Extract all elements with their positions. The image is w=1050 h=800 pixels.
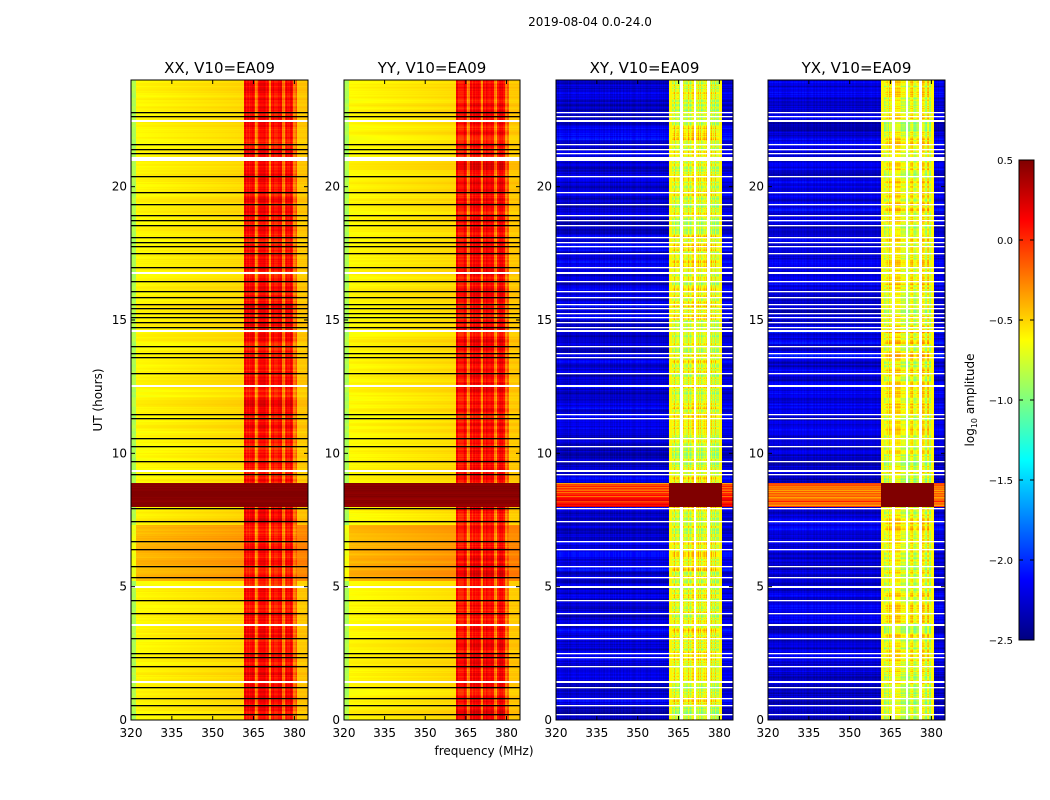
x-tick-label: 335 [797,726,820,740]
panel-frame [343,79,521,721]
x-tick-label: 380 [708,726,731,740]
x-tick-label: 350 [201,726,224,740]
x-tick-label: 365 [667,726,690,740]
panel-frame [767,79,946,721]
y-tick-label: 10 [537,446,552,460]
panel-frame [555,79,734,721]
x-tick-label: 335 [373,726,396,740]
colorbar-tick-label: −2.5 [989,636,1013,647]
y-tick-label: 15 [537,313,552,327]
x-tick-label: 365 [242,726,265,740]
colorbar-tick-label: −2.0 [989,556,1013,567]
y-tick-label: 5 [119,580,127,594]
panel-title: XX, V10=EA09 [164,59,275,77]
panel-title: XY, V10=EA09 [590,59,700,77]
heatmap-yy [344,80,520,720]
y-tick-label: 0 [756,713,764,727]
colorbar-tick-label: −1.0 [989,396,1013,407]
y-tick-label: 5 [332,580,340,594]
x-tick-label: 320 [120,726,143,740]
x-tick-label: 380 [283,726,306,740]
colorbar-gradient [1019,160,1034,640]
x-tick-label: 365 [879,726,902,740]
x-tick-label: 380 [920,726,943,740]
y-tick-label: 10 [325,446,340,460]
x-tick-label: 365 [454,726,477,740]
x-tick-label: 380 [495,726,518,740]
y-tick-label: 20 [537,180,552,194]
x-axis-label: frequency (MHz) [434,744,533,758]
y-tick-label: 15 [112,313,127,327]
y-tick-label: 10 [749,446,764,460]
y-tick-label: 0 [119,713,127,727]
x-tick-label: 335 [585,726,608,740]
y-tick-label: 5 [756,580,764,594]
panel-title: YX, V10=EA09 [801,59,912,77]
x-tick-label: 350 [626,726,649,740]
y-tick-label: 20 [749,180,764,194]
panel-frame [130,79,309,721]
x-tick-label: 320 [333,726,356,740]
x-tick-label: 320 [545,726,568,740]
colorbar-tick-label: −1.5 [989,476,1013,487]
y-tick-label: 5 [544,580,552,594]
colorbar-tick-label: −0.5 [989,316,1013,327]
x-tick-label: 350 [838,726,861,740]
figure-title: 2019-08-04 0.0-24.0 [528,15,652,29]
y-axis-label: UT (hours) [91,368,105,431]
x-tick-label: 335 [160,726,183,740]
y-tick-label: 15 [749,313,764,327]
colorbar-label: log10 amplitude [963,354,979,447]
y-tick-label: 15 [325,313,340,327]
heatmap-yx [768,80,945,720]
y-tick-label: 20 [325,180,340,194]
panel-title: YY, V10=EA09 [377,59,487,77]
heatmap-xy [556,80,733,720]
heatmap-xx [131,80,308,720]
x-tick-label: 350 [414,726,437,740]
y-tick-label: 0 [544,713,552,727]
colorbar-tick-label: 0.5 [997,156,1013,167]
y-tick-label: 10 [112,446,127,460]
y-tick-label: 0 [332,713,340,727]
y-tick-label: 20 [112,180,127,194]
colorbar-tick-label: 0.0 [997,236,1013,247]
x-tick-label: 320 [757,726,780,740]
